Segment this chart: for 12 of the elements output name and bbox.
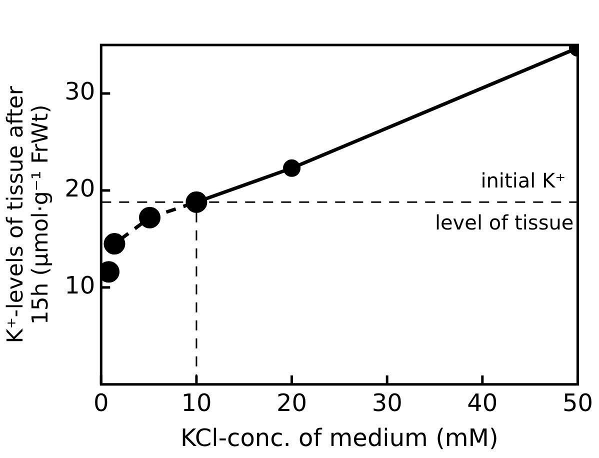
x-tick-label: 20 bbox=[276, 389, 308, 418]
y-tick-label: 20 bbox=[64, 174, 96, 203]
x-axis-title: KCl-conc. of medium (mM) bbox=[180, 424, 498, 452]
y-tick-label: 10 bbox=[64, 272, 96, 300]
y-tick-label: 30 bbox=[64, 78, 96, 106]
x-tick-label: 10 bbox=[181, 389, 212, 418]
x-tick-label: 30 bbox=[372, 389, 402, 418]
x-tick-label: 0 bbox=[94, 389, 109, 418]
ref-line-label: initial K⁺ level of tissue bbox=[434, 168, 574, 234]
x-tick-label: 50 bbox=[562, 389, 594, 418]
y-axis-title: K⁺-levels of tissue after 15h (µmol·g⁻¹ FrWt) bbox=[3, 85, 54, 344]
x-tick-label: 40 bbox=[467, 389, 498, 418]
